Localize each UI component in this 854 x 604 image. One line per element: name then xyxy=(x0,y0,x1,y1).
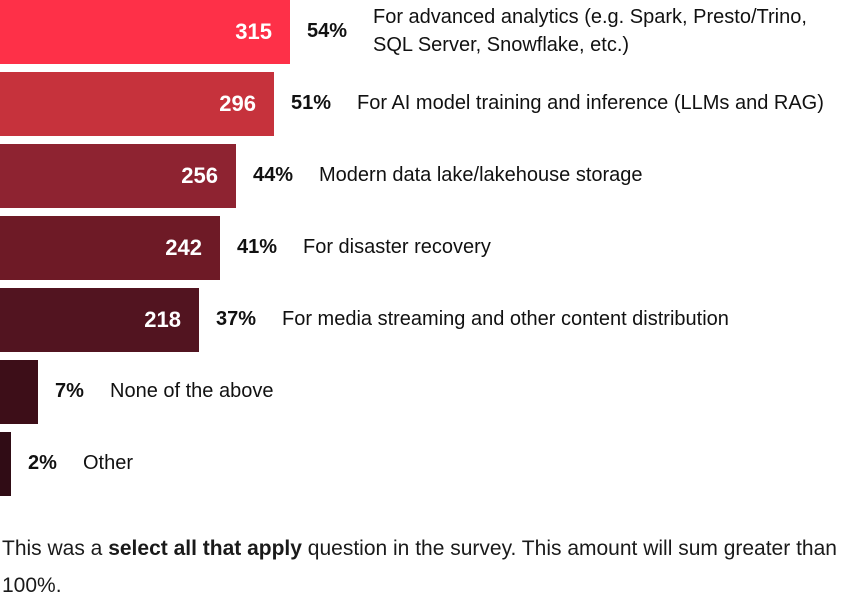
bar-category-label: For media streaming and other content di… xyxy=(282,308,729,330)
bar-percent-label: 54% xyxy=(307,20,348,42)
bar-count-label: 315 xyxy=(235,19,272,44)
bar-percent-label: 2% xyxy=(28,452,57,474)
bar-count-label: 218 xyxy=(144,307,181,332)
bar-count-label: 256 xyxy=(181,163,218,188)
bar xyxy=(0,72,274,136)
bar-category-label: For advanced analytics (e.g. Spark, Pres… xyxy=(373,6,807,56)
bar xyxy=(0,144,236,208)
note-emphasis: select all that apply xyxy=(108,537,302,560)
bar-category-label: For AI model training and inference (LLM… xyxy=(357,92,824,114)
bar-percent-label: 7% xyxy=(55,380,84,402)
survey-bar-chart: 315 54% For advanced analytics (e.g. Spark… xyxy=(0,0,824,496)
bar xyxy=(0,216,220,280)
bar-percent-label: 51% xyxy=(291,92,332,114)
note-text-start: This was a xyxy=(2,537,109,560)
bar xyxy=(0,360,38,424)
bar-category-label: For disaster recovery xyxy=(303,236,491,258)
survey-note: This was a select all that apply questio… xyxy=(2,530,852,604)
bar xyxy=(0,288,199,352)
bar-category-label: Other xyxy=(83,452,134,474)
bar-count-label: 242 xyxy=(165,235,202,260)
bar-percent-label: 41% xyxy=(237,236,278,258)
bar xyxy=(0,0,290,64)
bar-count-label: 296 xyxy=(219,91,256,116)
note-text-end: question in the survey. This amount will… xyxy=(2,537,837,597)
bar-category-label: None of the above xyxy=(110,380,274,402)
bar-category-label: Modern data lake/lakehouse storage xyxy=(319,164,643,186)
bar-percent-label: 37% xyxy=(216,308,257,330)
bar-percent-label: 44% xyxy=(253,164,294,186)
bar xyxy=(0,432,11,496)
